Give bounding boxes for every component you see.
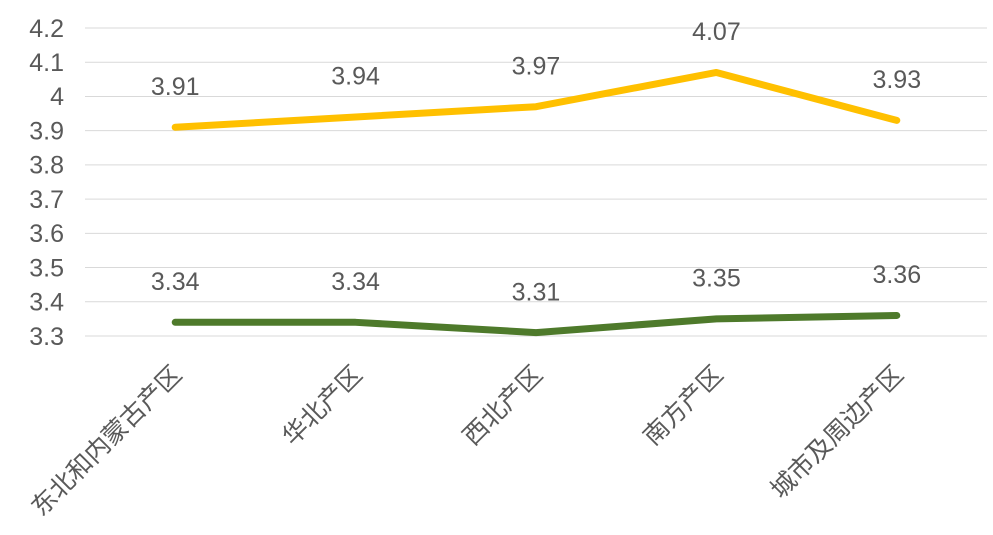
data-label: 3.34: [151, 268, 200, 296]
y-tick-label: 3.5: [29, 254, 64, 282]
y-tick-label: 3.9: [29, 117, 64, 145]
y-tick-label: 3.8: [29, 152, 64, 180]
x-category-label: 东北和内蒙古产区: [26, 360, 187, 521]
data-label: 4.07: [692, 18, 741, 46]
y-tick-label: 3.7: [29, 186, 64, 214]
x-category-label: 华北产区: [277, 360, 368, 451]
y-tick-label: 3.3: [29, 323, 64, 351]
y-tick-label: 4: [50, 83, 64, 111]
green-series-line: [171, 311, 901, 337]
data-label: 3.31: [512, 278, 561, 306]
data-label: 3.93: [872, 66, 921, 94]
data-label: 3.35: [692, 265, 741, 293]
data-label: 3.97: [512, 52, 561, 80]
data-label: 3.36: [872, 261, 921, 289]
y-tick-label: 4.2: [29, 15, 64, 43]
x-category-label: 城市及周边产区: [765, 360, 909, 504]
data-label: 3.94: [331, 63, 380, 91]
data-label: 3.91: [151, 73, 200, 101]
yellow-series-line: [171, 68, 901, 131]
y-tick-label: 3.6: [29, 220, 64, 248]
x-category-label: 西北产区: [458, 360, 549, 451]
x-category-label: 南方产区: [638, 360, 729, 451]
y-tick-label: 3.4: [29, 289, 64, 317]
data-label: 3.34: [331, 268, 380, 296]
y-tick-label: 4.1: [29, 49, 64, 77]
